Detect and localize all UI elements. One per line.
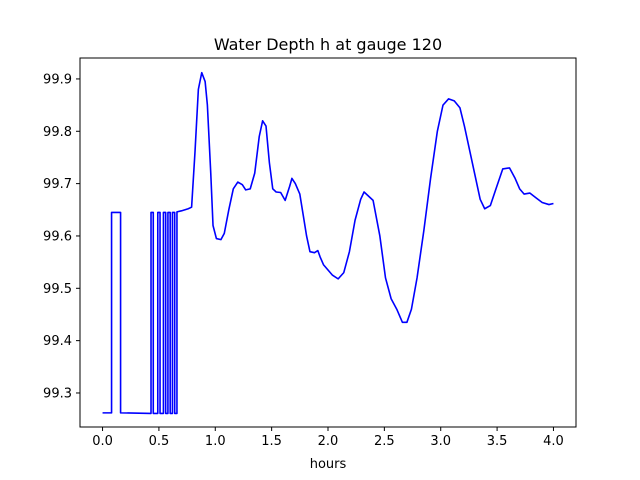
series-line-0 (102, 71, 554, 415)
y-tick-label: 99.6 (43, 229, 72, 244)
x-axis: 0.0 0.5 1.0 1.5 2.0 2.5 3.0 3.5 4.0 (92, 427, 564, 449)
y-axis: 99.3 99.4 99.5 99.6 99.7 99.8 99.9 (43, 72, 80, 401)
x-tick-label: 0.0 (92, 434, 113, 449)
x-axis-label: hours (310, 457, 347, 472)
y-tick-label: 99.5 (43, 282, 72, 297)
y-tick-label: 99.8 (43, 125, 72, 140)
y-tick-label: 99.7 (43, 177, 72, 192)
chart-title: Water Depth h at gauge 120 (214, 35, 442, 54)
x-tick-label: 1.0 (205, 434, 226, 449)
x-tick-label: 3.0 (430, 434, 451, 449)
x-tick-label: 1.5 (261, 434, 282, 449)
x-tick-label: 0.5 (149, 434, 170, 449)
x-tick-label: 2.0 (318, 434, 339, 449)
y-tick-label: 99.9 (43, 72, 72, 87)
x-tick-label: 2.5 (374, 434, 395, 449)
y-tick-label: 99.4 (43, 334, 72, 349)
x-tick-label: 4.0 (543, 434, 564, 449)
y-tick-label: 99.3 (43, 386, 72, 401)
x-tick-label: 3.5 (487, 434, 508, 449)
